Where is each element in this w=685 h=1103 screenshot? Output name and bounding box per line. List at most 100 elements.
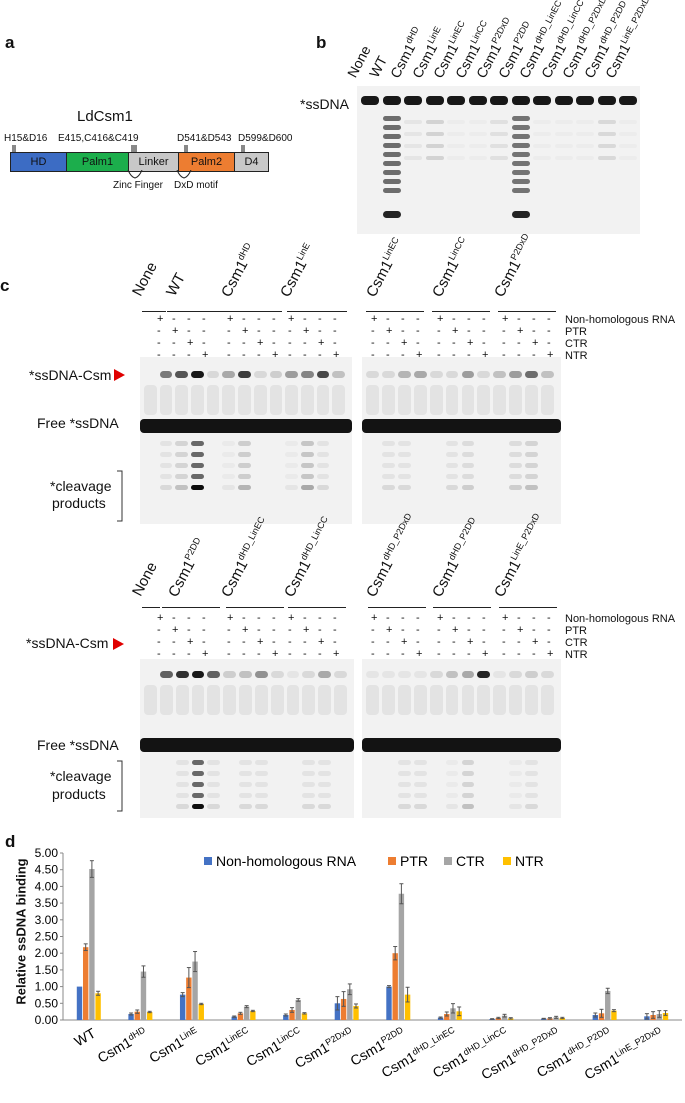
sign-cell: + xyxy=(202,349,209,361)
gel-c2-clv-1-2 xyxy=(381,463,395,468)
gel-c2-cpx-4 xyxy=(429,371,443,378)
panel-c-bottom-group-5-base: Csm1 xyxy=(428,557,463,600)
gel-b-low-1 xyxy=(382,211,401,218)
gel-c2-cpx-1 xyxy=(381,371,395,378)
gel-c3-clv-4-4 xyxy=(207,804,221,809)
gel-c4-clv-3-3 xyxy=(413,793,427,798)
gel-c2-smear-2 xyxy=(397,385,411,415)
gel-c1-smear-0 xyxy=(144,385,157,415)
gel-c3-cpx-9 xyxy=(286,671,300,678)
bar-ntr-11 xyxy=(662,1012,669,1020)
y-tick-label: 4.00 xyxy=(35,879,59,893)
sign-cell: - xyxy=(437,349,441,361)
gel-b-band-7 xyxy=(511,96,530,105)
row-label-ntr-bottom: NTR xyxy=(565,649,588,661)
sign-cell: - xyxy=(532,349,536,361)
panel-c-bottom-group-1-base: Csm1 xyxy=(164,557,199,600)
sign-cell: - xyxy=(452,337,456,349)
panel-c-top-group-4-base: Csm1 xyxy=(362,257,397,300)
sign-cell: - xyxy=(288,636,292,648)
x-category-sup: dHD_P2DxD xyxy=(510,1024,560,1059)
sign-cell: - xyxy=(202,612,206,624)
gel-c1-clv-11-0 xyxy=(316,441,330,446)
group-rule xyxy=(142,311,166,312)
gel-c3-cpx-3 xyxy=(191,671,205,678)
gel-c3-clv-2-0 xyxy=(175,760,189,765)
sign-cell: - xyxy=(288,325,292,337)
legend-swatch-1 xyxy=(388,857,396,865)
sign-cell: - xyxy=(532,648,536,660)
gel-c2-cpx-2 xyxy=(397,371,411,378)
sign-cell: - xyxy=(416,337,420,349)
gel-c4-clv-2-3 xyxy=(397,793,411,798)
gel-c1-clv-3-0 xyxy=(191,441,204,446)
gel-c3-clv-3-2 xyxy=(191,782,205,787)
gel-b-faint-4-3 xyxy=(447,156,465,160)
sign-cell: - xyxy=(257,325,261,337)
gel-c3-clv-2-3 xyxy=(175,793,189,798)
gel-c2-cpx-9 xyxy=(509,371,523,378)
sign-cell: - xyxy=(202,624,206,636)
gel-b-faint-10-1 xyxy=(576,132,594,136)
gel-c1-clv-5-2 xyxy=(222,463,235,468)
gel-c2-clv-5-1 xyxy=(445,452,459,457)
sign-cell: - xyxy=(187,624,191,636)
sign-cell: - xyxy=(386,349,390,361)
gel-c3-smear-5 xyxy=(223,685,237,715)
sign-cell: - xyxy=(257,612,261,624)
group-rule xyxy=(167,311,225,312)
gel-c3-clv-7-1 xyxy=(254,771,268,776)
x-category-sup: dHD_LinCC xyxy=(461,1024,508,1057)
panel-c-top-group-2: Csm1dHD xyxy=(217,241,260,300)
gel-c4-clv-10-1 xyxy=(525,771,539,776)
gel-c4-cpx-9 xyxy=(509,671,523,678)
sign-cell: - xyxy=(288,624,292,636)
row-label-nonhomologous-top: Non-homologous RNA xyxy=(565,314,676,326)
bar-ctr-6 xyxy=(398,893,405,1020)
sign-cell: - xyxy=(157,349,161,361)
panel-c-top-group-5-base: Csm1 xyxy=(428,257,463,300)
sign-cell: + xyxy=(482,349,489,361)
gel-c4-clv-3-4 xyxy=(413,804,427,809)
sign-cell: - xyxy=(157,636,161,648)
gel-c2-cpx-3 xyxy=(413,371,427,378)
sign-cell: - xyxy=(227,636,231,648)
gel-b-faint-5-0 xyxy=(469,120,487,124)
gel-c4-smear-0 xyxy=(366,685,379,715)
gel-c1-clv-1-0 xyxy=(159,441,173,446)
gel-c4-cpx-11 xyxy=(541,671,554,678)
gel-c1-clv-3-3 xyxy=(191,474,204,479)
sign-cell: - xyxy=(227,648,231,660)
sign-cell: + xyxy=(187,636,194,648)
sign-cell: - xyxy=(371,337,375,349)
sign-cell: + xyxy=(437,612,444,624)
sign-cell: - xyxy=(482,624,486,636)
gel-c4-smear-7 xyxy=(477,685,491,715)
gel-c2-clv-6-4 xyxy=(461,485,475,490)
sign-cell: + xyxy=(502,313,509,325)
sign-cell: - xyxy=(532,313,536,325)
panel-c-bottom-group-4-base: Csm1 xyxy=(362,557,397,600)
gel-c3-clv-4-3 xyxy=(207,793,221,798)
sign-cell: - xyxy=(172,612,176,624)
bar-non-homologous-rna-3 xyxy=(231,1016,237,1020)
row-label-ptr-bottom: PTR xyxy=(565,625,587,637)
gel-c1-clv-1-1 xyxy=(159,452,173,457)
gel-c1-clv-9-1 xyxy=(285,452,298,457)
gel-b-band-3 xyxy=(425,96,444,105)
bar-non-homologous-rna-0 xyxy=(76,986,83,1020)
gel-c1-smear-3 xyxy=(191,385,204,415)
x-category-sup: dHD xyxy=(126,1024,147,1042)
gel-c1-cpx-11 xyxy=(316,371,330,378)
gel-c2-clv-1-1 xyxy=(381,452,395,457)
band-label-cleavage-top-1: *cleavage xyxy=(50,478,112,494)
sign-cell: - xyxy=(437,325,441,337)
domain-linker-label: Linker xyxy=(138,156,169,168)
panel-c-bottom-group-0: None xyxy=(129,559,161,599)
sign-cell: - xyxy=(272,337,276,349)
sign-cell: - xyxy=(517,337,521,349)
sign-cell: + xyxy=(242,624,249,636)
gel-c1-clv-5-0 xyxy=(222,441,235,446)
sign-cell: - xyxy=(333,612,337,624)
sign-cell: + xyxy=(532,337,539,349)
